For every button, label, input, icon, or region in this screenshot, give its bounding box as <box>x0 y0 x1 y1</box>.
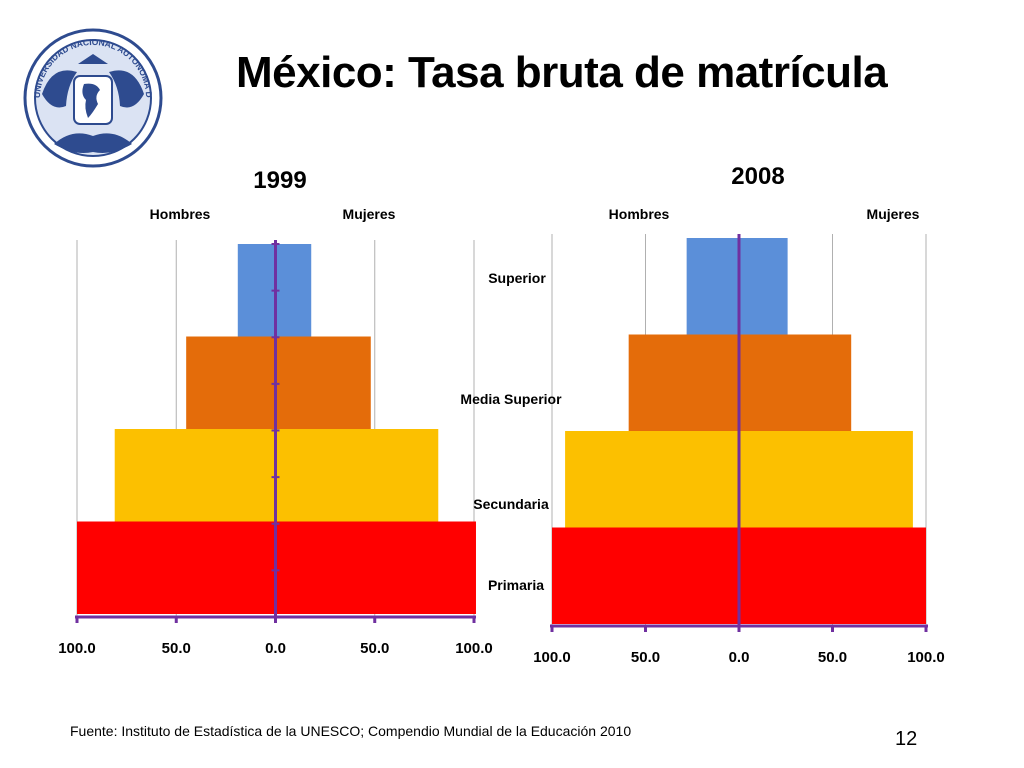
x-tick-label: 50.0 <box>360 640 389 657</box>
bar-mujeres-media-superior <box>739 334 852 431</box>
bar-mujeres-superior <box>739 238 788 335</box>
bar-hombres-media-superior <box>186 336 276 429</box>
x-tick-label: 0.0 <box>729 649 750 666</box>
bar-mujeres-secundaria <box>275 429 439 522</box>
bar-hombres-superior <box>237 244 276 337</box>
bar-hombres-secundaria <box>114 429 276 522</box>
x-tick-label: 50.0 <box>818 649 847 666</box>
category-label-secundaria: Secundaria <box>473 496 549 512</box>
bar-hombres-primaria <box>552 527 739 624</box>
category-label-primaria: Primaria <box>488 577 544 593</box>
chart-title-year: 2008 <box>731 163 784 190</box>
label-hombres: Hombres <box>609 206 670 222</box>
bar-mujeres-primaria <box>739 527 926 624</box>
source-note: Fuente: Instituto de Estadística de la U… <box>70 723 632 739</box>
category-label-superior: Superior <box>488 270 546 286</box>
bar-mujeres-primaria <box>275 521 476 614</box>
category-label-media-superior: Media Superior <box>460 391 562 407</box>
x-tick-label: 100.0 <box>533 649 571 666</box>
bar-hombres-primaria <box>77 521 276 614</box>
bar-mujeres-superior <box>275 244 312 337</box>
bar-hombres-media-superior <box>628 334 739 431</box>
bar-hombres-superior <box>686 238 739 335</box>
x-tick-label: 100.0 <box>907 649 945 666</box>
bar-mujeres-secundaria <box>739 431 913 528</box>
x-tick-label: 50.0 <box>162 640 191 657</box>
x-tick-label: 50.0 <box>631 649 660 666</box>
bar-hombres-secundaria <box>565 431 739 528</box>
university-seal-logo: UNIVERSIDAD NACIONAL AUTONOMA DE MEXICO <box>22 24 163 168</box>
bar-mujeres-media-superior <box>275 336 371 429</box>
pyramid-chart-1999: 100.0 50.0 0.0 50.0 100.0 1999 Hombres Mujeres <box>58 167 493 657</box>
label-mujeres: Mujeres <box>343 206 396 222</box>
chart-title-year: 1999 <box>253 167 306 194</box>
slide-title: México: Tasa bruta de matrícula <box>236 48 888 97</box>
x-tick-label: 0.0 <box>265 640 286 657</box>
x-tick-label: 100.0 <box>58 640 96 657</box>
label-hombres: Hombres <box>150 206 211 222</box>
page-number: 12 <box>895 728 918 750</box>
label-mujeres: Mujeres <box>867 206 920 222</box>
pyramid-chart-2008: 100.0 50.0 0.0 50.0 100.0 2008 Hombres Mujeres <box>533 163 945 666</box>
x-tick-label: 100.0 <box>455 640 493 657</box>
